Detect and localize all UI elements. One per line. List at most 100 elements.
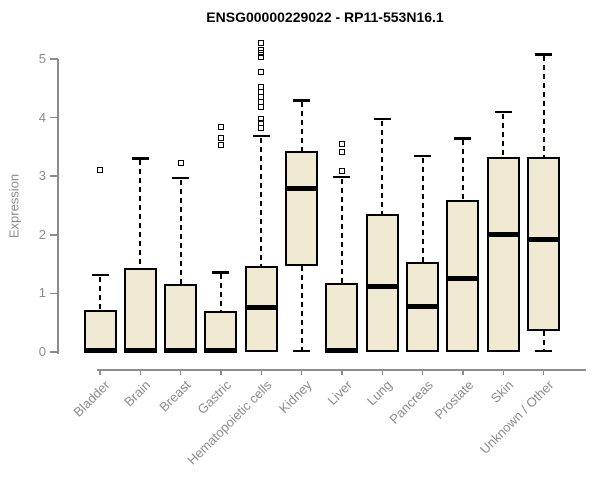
whisker-upper (300, 102, 303, 151)
x-tick (300, 369, 303, 375)
y-tick (50, 234, 58, 236)
whisker-upper (461, 140, 464, 201)
whisker-upper (421, 157, 424, 263)
median-line (365, 284, 399, 290)
y-tick (50, 292, 58, 295)
box-breast (164, 284, 198, 352)
whisker-lower-cap (293, 349, 311, 353)
x-tick (421, 369, 424, 375)
y-tick-label: 4 (38, 109, 46, 125)
y-axis-line (57, 59, 59, 354)
whisker-upper-cap (212, 271, 230, 274)
box-unknown-other (527, 157, 561, 332)
median-line (527, 236, 561, 242)
x-tick (99, 369, 101, 375)
outlier-point (177, 159, 184, 166)
y-tick-label: 5 (38, 51, 46, 66)
x-tick (139, 369, 142, 375)
median-line (204, 347, 238, 353)
whisker-upper-cap (91, 273, 109, 277)
whisker-upper-cap (252, 134, 270, 138)
x-category-label: Liver (324, 377, 355, 408)
whisker-upper (139, 160, 142, 269)
whisker-upper (260, 137, 263, 267)
whisker-upper-cap (535, 53, 553, 56)
whisker-upper (502, 113, 505, 158)
x-tick (260, 369, 263, 375)
whisker-upper-cap (494, 110, 512, 114)
outlier-point (258, 116, 265, 123)
x-category-label: Lung (364, 377, 396, 409)
y-tick-label: 1 (38, 285, 46, 301)
whisker-upper-cap (131, 157, 149, 160)
outlier-point (258, 84, 265, 91)
x-tick (220, 369, 222, 375)
whisker-upper (340, 178, 343, 284)
y-tick (50, 351, 58, 353)
x-tick (502, 369, 505, 375)
x-category-label: Skin (487, 377, 517, 406)
whisker-upper (219, 274, 222, 311)
median-line (244, 304, 278, 310)
median-line (446, 275, 480, 281)
outlier-point (97, 167, 103, 174)
x-category-label: Brain (121, 377, 154, 410)
median-line (83, 347, 117, 353)
x-category-label: Prostate (431, 377, 476, 423)
outlier-point (258, 53, 265, 60)
whisker-upper-cap (333, 175, 351, 179)
median-line (486, 232, 520, 238)
whisker-upper (99, 276, 101, 310)
whisker-upper-cap (373, 117, 391, 121)
outlier-point (258, 120, 265, 127)
whisker-upper-cap (414, 154, 432, 158)
x-category-label: Kidney (275, 377, 315, 417)
x-tick (341, 369, 343, 375)
median-line (123, 347, 157, 353)
outlier-point (338, 167, 345, 174)
outlier-point (338, 148, 345, 155)
x-category-label: Bladder (70, 377, 113, 420)
median-line (325, 347, 359, 353)
box-bladder (83, 309, 117, 352)
box-lung (365, 214, 399, 352)
x-category-label: Gastric (194, 377, 234, 418)
outlier-point (217, 141, 224, 148)
x-tick (542, 369, 545, 375)
box-kidney (285, 151, 319, 266)
x-category-label: Pancreas (386, 377, 436, 427)
y-tick-label: 2 (38, 226, 46, 242)
median-line (164, 347, 198, 353)
box-liver (325, 283, 359, 352)
whisker-upper-cap (172, 176, 190, 180)
y-tick (50, 175, 58, 177)
y-tick-label: 3 (38, 168, 46, 184)
chart-title: ENSG00000229022 - RP11-553N16.1 (206, 9, 444, 25)
median-line (285, 186, 319, 191)
outlier-point (217, 123, 224, 130)
whisker-upper (381, 120, 384, 215)
x-tick (381, 369, 384, 375)
x-tick (462, 369, 464, 375)
outlier-point (258, 104, 265, 111)
y-tick-label: 0 (38, 344, 46, 359)
whisker-upper-cap (293, 99, 311, 102)
outlier-point (258, 69, 265, 76)
median-line (406, 304, 440, 310)
box-skin (486, 157, 520, 352)
box-gastric (204, 310, 238, 352)
box-brain (123, 268, 157, 352)
whisker-lower-cap (535, 349, 553, 353)
outlier-point (258, 47, 265, 54)
outlier-point (258, 39, 265, 46)
outlier-point (338, 140, 345, 147)
whisker-lower (542, 331, 545, 350)
whisker-upper-cap (454, 137, 472, 140)
whisker-upper (179, 179, 182, 285)
outlier-point (217, 134, 224, 141)
y-tick (50, 116, 58, 119)
outlier-point (258, 98, 265, 105)
x-category-label: Unknown / Other (476, 377, 557, 457)
y-tick (50, 58, 58, 60)
